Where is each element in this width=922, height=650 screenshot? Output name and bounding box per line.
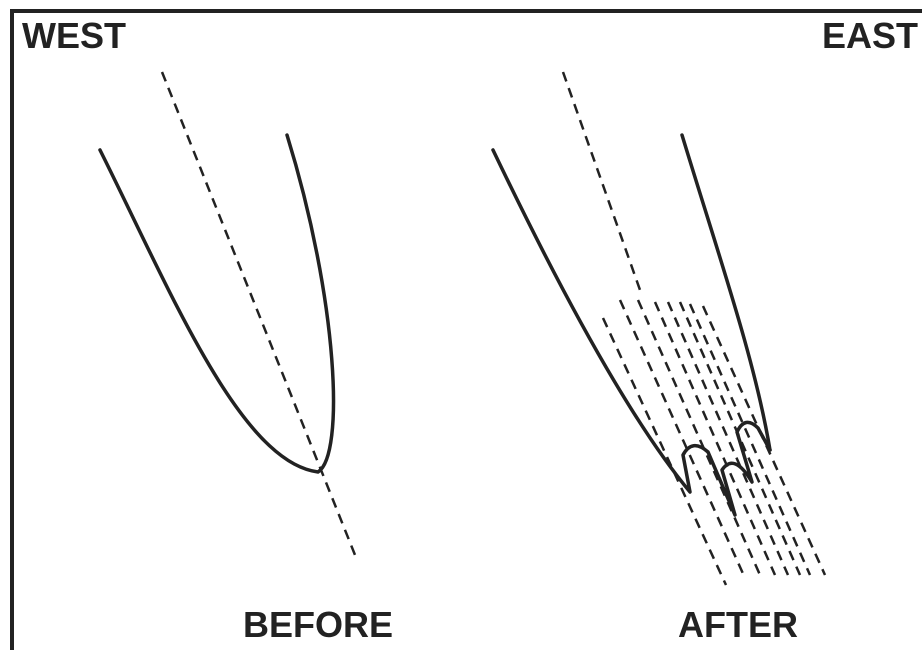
- diagram: WEST EAST BEFORE AFTER: [0, 0, 922, 650]
- east-label: EAST: [822, 15, 918, 56]
- background: [0, 0, 922, 650]
- after-label: AFTER: [678, 604, 798, 645]
- west-label: WEST: [22, 15, 126, 56]
- before-label: BEFORE: [243, 604, 393, 645]
